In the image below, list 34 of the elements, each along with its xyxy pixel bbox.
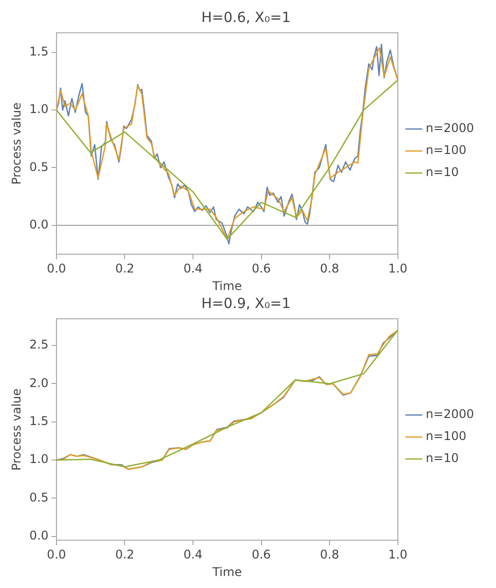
x-tick-label: 0.8 [320,548,340,562]
x-tick-label: 0.6 [252,262,271,276]
y-tick-label: 0.0 [29,217,48,232]
legend-label: n=100 [426,143,466,158]
x-tick-label: 1.0 [388,262,408,276]
x-tick-label: 0.4 [183,262,203,276]
legend-label: n=100 [426,429,466,444]
y-tick-label: 2.0 [29,376,48,390]
legend-label: n=10 [426,451,459,466]
x-tick-label: 1.0 [388,548,408,562]
legend-label: n=10 [426,165,459,180]
chart-title: H=0.9, X₀=1 [201,296,291,312]
y-axis-title: Process value [9,102,24,185]
x-tick-label: 0.2 [115,548,134,562]
legend-label: n=2000 [426,121,474,136]
chart-title: H=0.6, X₀=1 [201,10,291,26]
x-tick-label: 0.8 [320,262,340,276]
x-axis-title: Time [211,564,242,579]
x-tick-label: 0.6 [252,548,271,562]
y-tick-label: 1.0 [29,102,48,116]
y-axis-title: Process value [9,388,24,471]
x-tick-label: 0.4 [183,548,203,562]
legend-label: n=2000 [426,407,474,422]
x-tick-label: 0.0 [46,548,66,562]
y-tick-label: 0.5 [29,160,48,174]
y-tick-label: 0.0 [29,528,48,543]
x-tick-label: 0.2 [115,262,134,276]
y-tick-label: 2.5 [29,338,48,352]
y-tick-label: 1.5 [29,414,48,428]
y-tick-label: 1.0 [29,452,48,466]
y-tick-label: 0.5 [29,490,48,504]
x-tick-label: 0.0 [46,262,66,276]
x-axis-title: Time [211,278,242,293]
y-tick-label: 1.5 [29,44,48,59]
